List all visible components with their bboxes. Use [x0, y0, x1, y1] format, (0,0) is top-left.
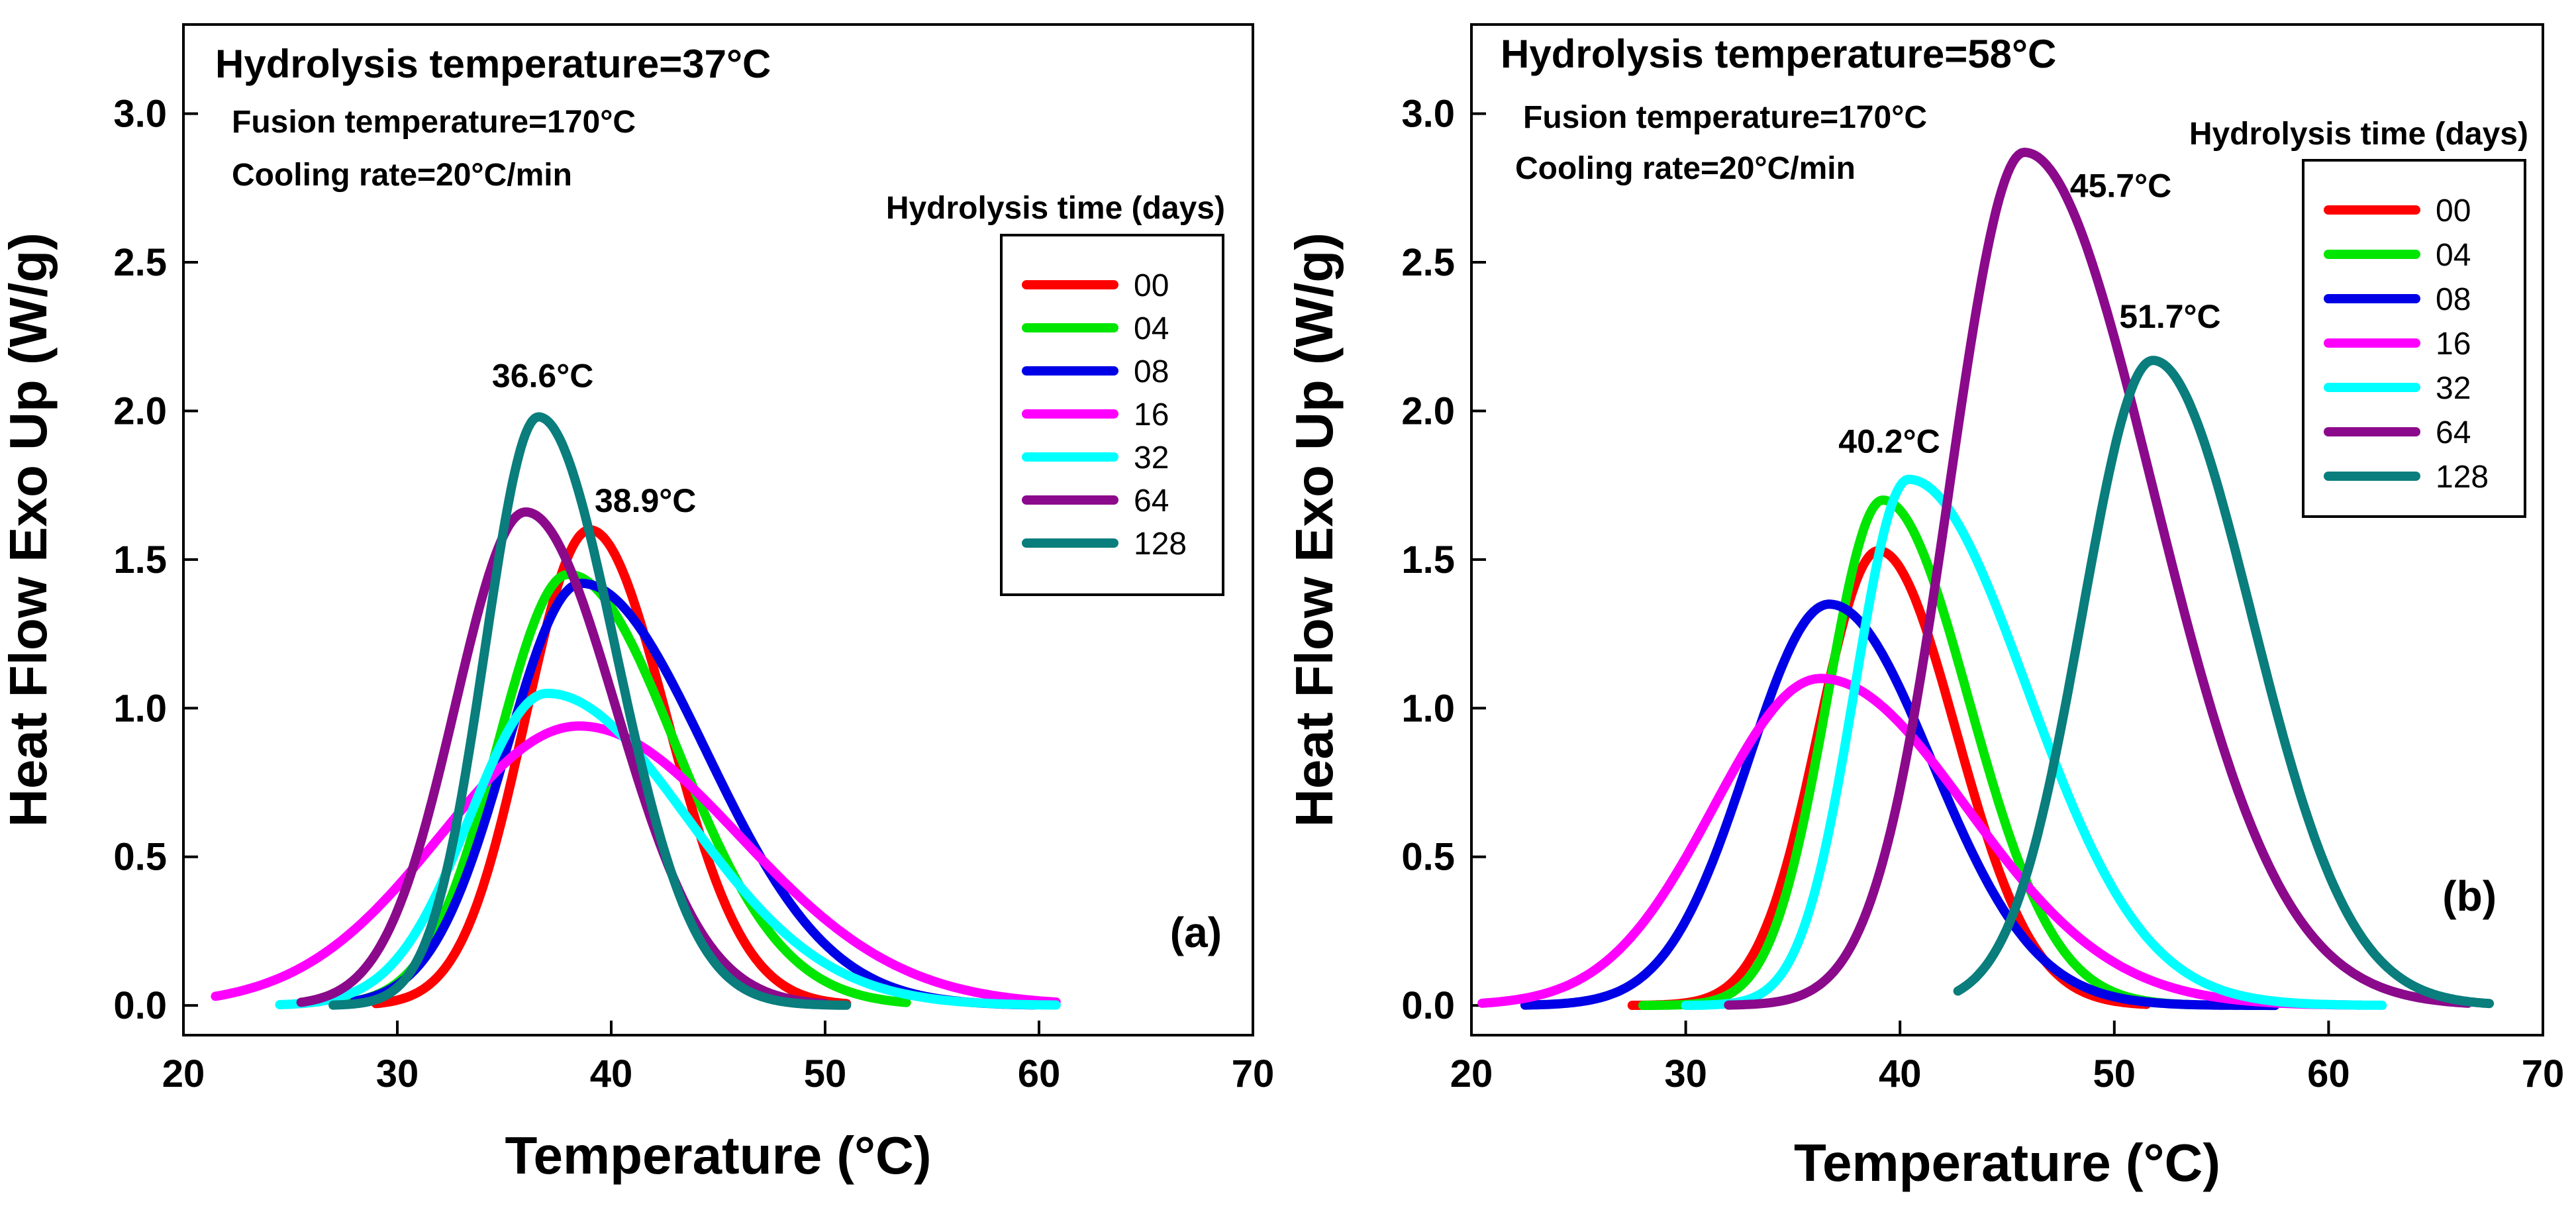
panel-label: (a): [1170, 909, 1222, 956]
y-tick-label: 2.5: [113, 241, 167, 284]
legend-label: 32: [1134, 440, 1169, 476]
legend-label: 128: [2436, 460, 2489, 495]
series-line-00: [1627, 546, 2152, 1010]
series-line-08: [1520, 599, 2280, 1011]
peak-annotation: 51.7°C: [2119, 298, 2220, 335]
series-line-128: [328, 412, 852, 1010]
legend-label: 04: [1134, 311, 1169, 346]
series-group: [1477, 148, 2495, 1011]
series-line-128: [1953, 356, 2495, 1009]
legend-label: 08: [2436, 282, 2471, 317]
x-tick-label: 30: [376, 1052, 419, 1095]
legend-label: 32: [2436, 371, 2471, 406]
legend-label: 64: [2436, 415, 2471, 450]
series-line-32: [1681, 474, 2387, 1010]
legend-label: 00: [2436, 193, 2471, 228]
plot-frame: [1470, 23, 2544, 1036]
y-tick-label: 1.5: [1401, 538, 1455, 581]
y-tick-label: 1.5: [113, 538, 167, 581]
y-tick-label: 2.0: [1401, 389, 1455, 432]
legend-label: 08: [1134, 354, 1169, 389]
legend: Hydrolysis time (days) 00 04 08 16 32 64 128: [886, 191, 1225, 596]
chart-panel-a: 20 30 40 50 60 70 0.0 0.5 1.0 1.5 2.0 2.5 3.0 Tempera…: [0, 23, 1275, 1185]
chart-subtitle: Fusion temperature=170°C: [232, 105, 636, 140]
legend-title: Hydrolysis time (days): [886, 191, 1225, 226]
legend-label: 64: [1134, 483, 1169, 519]
y-tick-label: 0.0: [113, 984, 167, 1027]
x-tick-label: 20: [1450, 1052, 1493, 1095]
peak-annotation: 38.9°C: [595, 482, 696, 519]
y-tick-label: 1.0: [1401, 687, 1455, 730]
y-tick-label: 3.0: [113, 93, 167, 136]
peak-annotation: 45.7°C: [2070, 167, 2171, 204]
x-tick-label: 30: [1664, 1052, 1707, 1095]
series-line-16: [1477, 674, 2365, 1010]
y-tick-label: 2.5: [1401, 241, 1455, 284]
series-line-32: [275, 688, 1061, 1010]
legend-label: 128: [1134, 527, 1187, 562]
chart-title: Hydrolysis temperature=58°C: [1501, 32, 2056, 76]
chart-subtitle: Cooling rate=20°C/min: [232, 158, 572, 193]
series-line-04: [339, 570, 911, 1007]
y-axis-label: Heat Flow Exo Up (W/g): [1285, 232, 1344, 827]
legend-label: 04: [2436, 238, 2471, 273]
legend-label: 16: [1134, 397, 1169, 432]
x-axis-label: Temperature (°C): [1794, 1133, 2220, 1192]
legend-label: 16: [2436, 327, 2471, 362]
y-tick-label: 0.5: [1401, 836, 1455, 879]
chart-panel-b: 20 30 40 50 60 70 0.0 0.5 1.0 1.5 2.0 2.5 3.0 Tempera…: [1285, 23, 2565, 1192]
x-tick-label: 60: [2307, 1052, 2350, 1095]
x-tick-label: 70: [2522, 1052, 2565, 1095]
peak-annotation: 36.6°C: [492, 358, 593, 395]
panel-label: (b): [2442, 872, 2497, 920]
chart-subtitle: Fusion temperature=170°C: [1523, 100, 1927, 135]
legend: Hydrolysis time (days) 00 04 08 16 32 64 128: [2189, 117, 2528, 518]
y-tick-label: 0.0: [1401, 984, 1455, 1027]
x-tick-label: 70: [1232, 1052, 1275, 1095]
x-axis-label: Temperature (°C): [505, 1126, 932, 1185]
plot-frame: [182, 23, 1254, 1036]
chart-subtitle: Cooling rate=20°C/min: [1515, 151, 1856, 186]
y-axis-label: Heat Flow Exo Up (W/g): [0, 232, 58, 827]
x-tick-label: 20: [162, 1052, 205, 1095]
y-tick-label: 3.0: [1401, 93, 1455, 136]
y-tick-label: 2.0: [113, 389, 167, 432]
x-tick-label: 40: [1879, 1052, 1922, 1095]
series-line-64: [296, 507, 830, 1009]
y-tick-label: 1.0: [113, 687, 167, 730]
x-tick-label: 60: [1018, 1052, 1061, 1095]
series-line-00: [371, 525, 852, 1009]
x-tick-label: 50: [804, 1052, 847, 1095]
series-line-04: [1638, 495, 2195, 1010]
y-tick-label: 0.5: [113, 836, 167, 879]
x-tick-label: 50: [2093, 1052, 2136, 1095]
series-group: [211, 412, 1061, 1010]
peak-annotation: 40.2°C: [1838, 423, 1940, 460]
x-tick-label: 40: [590, 1052, 633, 1095]
series-line-64: [1724, 148, 2473, 1010]
legend-label: 00: [1134, 268, 1169, 303]
chart-title: Hydrolysis temperature=37°C: [215, 42, 771, 86]
legend-title: Hydrolysis time (days): [2189, 117, 2528, 152]
